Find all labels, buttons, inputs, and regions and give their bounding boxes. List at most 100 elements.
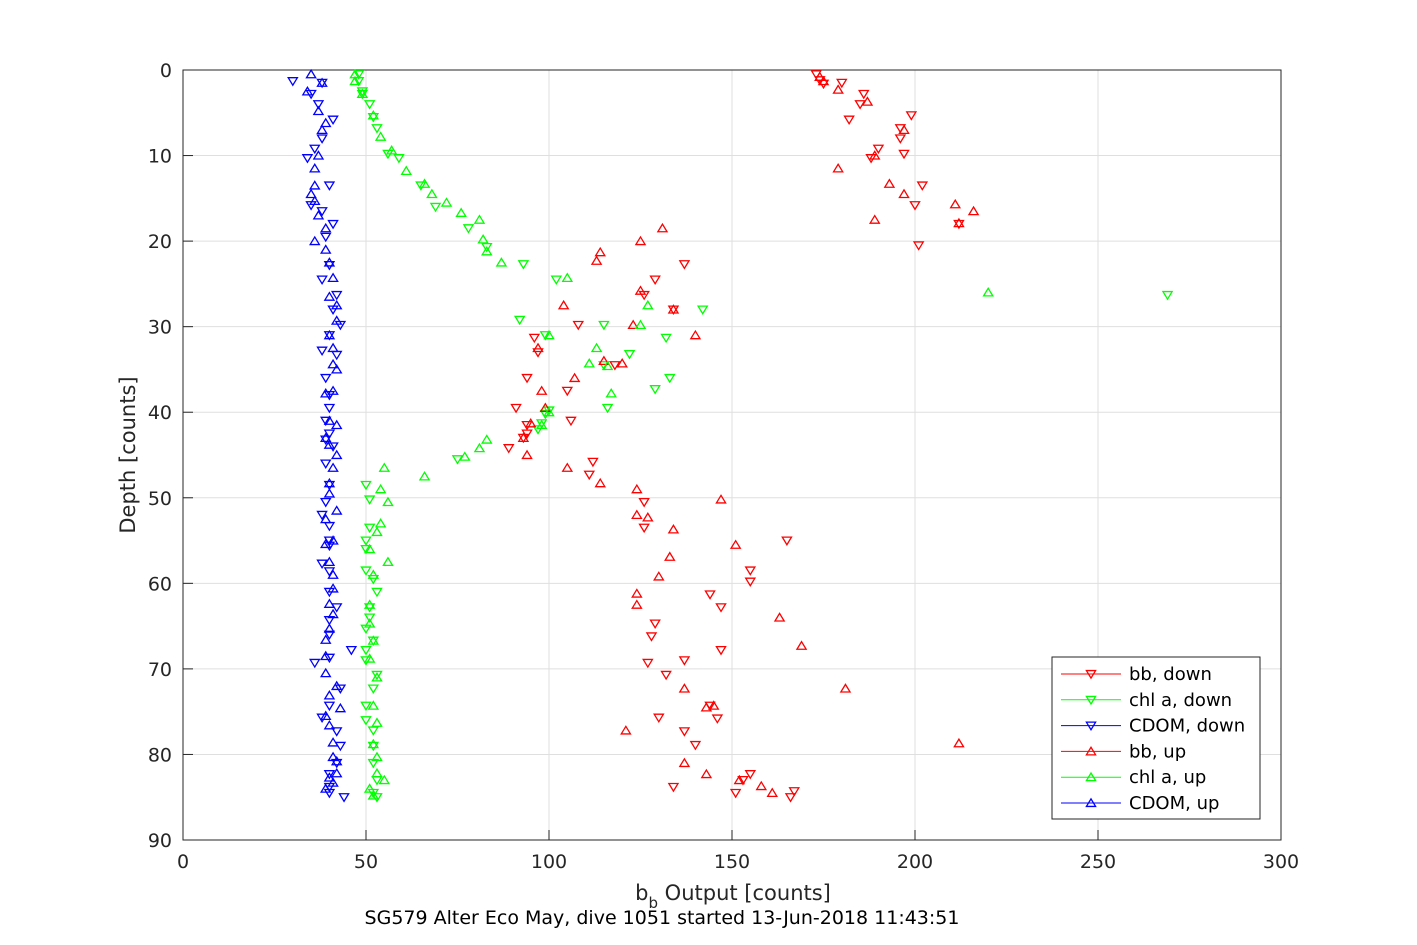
data-point xyxy=(733,774,746,785)
data-point xyxy=(327,342,339,353)
data-point xyxy=(367,574,380,585)
legend-label: bb, up xyxy=(1129,741,1186,762)
data-point xyxy=(319,650,332,661)
data-point xyxy=(316,559,328,570)
data-point xyxy=(609,361,621,371)
data-point xyxy=(327,583,339,593)
data-point xyxy=(455,207,467,217)
data-point xyxy=(363,613,376,623)
data-point xyxy=(539,409,552,420)
data-point xyxy=(598,355,610,365)
data-point xyxy=(568,372,581,383)
data-point xyxy=(616,358,628,368)
data-point xyxy=(631,509,643,519)
data-point xyxy=(323,623,336,633)
data-point xyxy=(784,793,797,803)
data-point xyxy=(330,299,343,310)
data-point xyxy=(557,299,570,310)
legend-item: chl a, up xyxy=(1061,767,1206,788)
data-point xyxy=(371,587,383,598)
legend-item: bb, up xyxy=(1061,741,1186,762)
legend-label: bb, down xyxy=(1129,664,1212,685)
data-point xyxy=(360,545,372,555)
data-point xyxy=(334,702,347,713)
legend-item: bb, down xyxy=(1061,664,1212,685)
data-point xyxy=(524,417,537,428)
data-point xyxy=(481,242,493,253)
series-3 xyxy=(517,71,980,798)
data-point xyxy=(473,442,486,453)
x-axis-label-main: b xyxy=(635,881,648,905)
data-point xyxy=(316,124,328,134)
data-point xyxy=(839,683,852,693)
data-point xyxy=(327,442,339,452)
y-tick-label: 20 xyxy=(148,231,172,253)
data-point xyxy=(502,444,515,454)
x-tick-label: 50 xyxy=(354,851,378,873)
data-point xyxy=(594,477,606,488)
data-point xyxy=(909,201,921,211)
data-point xyxy=(912,241,925,251)
data-point xyxy=(700,768,713,779)
data-point xyxy=(374,518,387,528)
legend-item: CDOM, down xyxy=(1061,716,1245,737)
data-point xyxy=(323,719,336,730)
data-point xyxy=(843,115,855,126)
data-point xyxy=(352,70,365,80)
data-point xyxy=(349,75,361,86)
data-point xyxy=(316,713,328,724)
data-point xyxy=(327,272,339,283)
data-point xyxy=(561,386,574,397)
data-point xyxy=(858,89,870,100)
data-markers xyxy=(287,68,1174,803)
data-point xyxy=(473,214,486,224)
data-point xyxy=(605,388,617,398)
data-point xyxy=(667,304,680,314)
data-point xyxy=(327,737,339,747)
data-point xyxy=(360,716,372,726)
data-point xyxy=(967,205,980,216)
data-point xyxy=(363,100,376,110)
y-tick-label: 10 xyxy=(148,146,172,168)
data-point xyxy=(319,435,332,445)
data-point xyxy=(755,780,768,791)
data-point xyxy=(898,149,910,160)
data-point xyxy=(660,670,672,681)
y-tick-label: 50 xyxy=(148,488,172,510)
data-point xyxy=(356,88,369,99)
data-point xyxy=(323,690,336,700)
data-point xyxy=(363,543,376,554)
data-point xyxy=(360,701,372,712)
data-point xyxy=(319,783,332,793)
y-tick-label: 0 xyxy=(160,60,172,82)
data-point xyxy=(371,751,383,762)
data-point xyxy=(543,329,555,340)
data-point xyxy=(462,224,475,234)
legend-marker xyxy=(1085,721,1097,731)
data-point xyxy=(323,653,336,664)
data-point xyxy=(330,364,343,374)
data-point xyxy=(667,524,680,534)
data-point xyxy=(766,787,779,798)
data-point xyxy=(598,320,610,331)
data-point xyxy=(312,150,325,160)
data-point xyxy=(330,727,343,737)
data-point xyxy=(367,684,380,694)
data-point xyxy=(367,569,380,579)
data-point xyxy=(532,342,544,353)
data-point xyxy=(678,260,691,270)
x-axis: 0 50 100 150 200 250 300 xyxy=(177,830,1299,873)
data-point xyxy=(481,434,493,444)
data-point xyxy=(338,793,350,803)
data-point xyxy=(590,255,603,265)
data-point xyxy=(327,219,339,230)
data-point xyxy=(426,188,438,199)
data-point xyxy=(894,134,907,144)
data-point xyxy=(378,462,391,472)
data-point xyxy=(367,738,380,749)
data-point xyxy=(323,770,336,780)
data-point xyxy=(620,725,632,735)
data-point xyxy=(374,131,387,141)
data-point xyxy=(638,497,650,508)
